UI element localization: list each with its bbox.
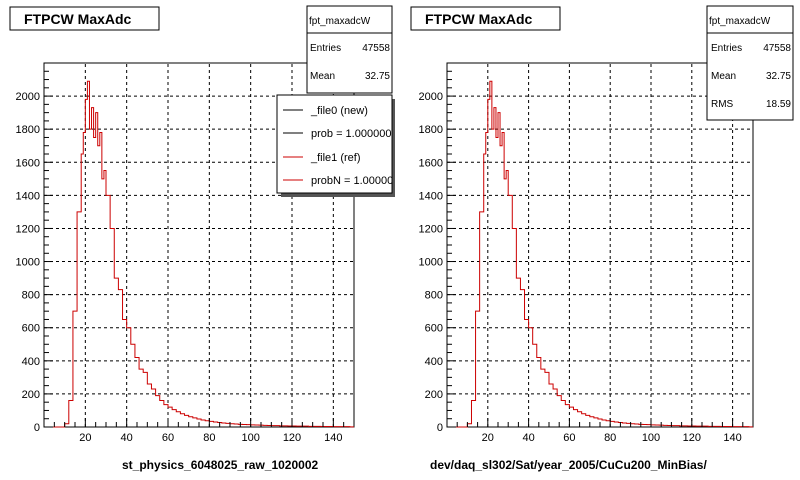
y-tick-label: 400	[425, 356, 443, 368]
stats-label: Mean	[711, 71, 736, 82]
x-axis: 20 40 60 80 100 120 140	[456, 418, 744, 444]
x-axis-label: dev/daq_sl302/Sat/year_2005/CuCu200_MinB…	[430, 458, 707, 472]
stats-name: fpt_maxadcW	[709, 16, 771, 27]
x-tick-label: 140	[723, 432, 741, 444]
y-tick-label: 0	[34, 422, 40, 434]
y-tick-label: 600	[22, 323, 40, 335]
legend-item: probN = 1.000000	[311, 175, 399, 187]
y-tick-label: 1600	[419, 157, 443, 169]
x-axis-label: st_physics_6048025_raw_1020002	[122, 458, 318, 472]
y-tick-label: 1600	[16, 157, 40, 169]
x-tick-label: 20	[79, 432, 91, 444]
y-tick-label: 1400	[16, 190, 40, 202]
stats-box: fpt_maxadcW Entries 47558 Mean 32.75	[306, 5, 393, 94]
stats-value: 32.75	[766, 71, 791, 82]
y-axis: 0 200 400 600 800 1000 1200 1400 1600 1800 2000	[419, 70, 456, 434]
x-tick-label: 40	[522, 432, 534, 444]
y-tick-label: 2000	[419, 91, 443, 103]
stats-label: Entries	[711, 43, 742, 54]
chart-title: FTPCW MaxAdc	[24, 11, 132, 27]
y-tick-label: 1800	[16, 124, 40, 136]
x-tick-label: 80	[203, 432, 215, 444]
x-tick-label: 80	[604, 432, 616, 444]
title-box	[410, 6, 561, 31]
x-tick-label: 60	[563, 432, 575, 444]
histogram-series	[447, 80, 753, 428]
x-tick-label: 120	[283, 432, 301, 444]
stats-box: fpt_maxadcW Entries 47558 Mean 32.75 RMS…	[706, 5, 794, 121]
y-tick-label: 1000	[419, 257, 443, 269]
x-tick-label: 120	[683, 432, 701, 444]
y-tick-label: 800	[22, 290, 40, 302]
x-axis: 20 40 60 80 100 120 140	[53, 418, 345, 444]
legend: _file0 (new) prob = 1.000000 _file1 (ref…	[276, 94, 399, 197]
y-tick-label: 1000	[16, 257, 40, 269]
x-tick-label: 20	[482, 432, 494, 444]
series-group	[447, 80, 753, 428]
stats-name: fpt_maxadcW	[309, 16, 371, 27]
x-tick-label: 100	[642, 432, 660, 444]
histogram-series	[44, 80, 354, 428]
y-tick-label: 1200	[419, 223, 443, 235]
y-tick-label: 200	[425, 389, 443, 401]
legend-item: _file1 (ref)	[310, 152, 361, 164]
x-tick-label: 100	[241, 432, 259, 444]
y-tick-label: 1400	[419, 190, 443, 202]
chart-title: FTPCW MaxAdc	[425, 11, 533, 27]
x-tick-label: 60	[162, 432, 174, 444]
stats-value: 47558	[763, 43, 791, 54]
stats-value: 32.75	[365, 71, 390, 82]
y-axis: 0 200 400 600 800 1000 1200 1400 1600 1800 2000	[16, 70, 53, 434]
y-tick-label: 1800	[419, 124, 443, 136]
y-tick-label: 400	[22, 356, 40, 368]
stats-value: 47558	[362, 43, 390, 54]
y-tick-label: 1200	[16, 223, 40, 235]
x-tick-label: 40	[121, 432, 133, 444]
stats-label: Mean	[310, 71, 335, 82]
right-panel: 0 200 400 600 800 1000 1200 1400 1600 1800 2000 20…	[410, 5, 794, 472]
series-group	[44, 80, 354, 428]
y-tick-label: 800	[425, 290, 443, 302]
y-tick-label: 0	[437, 422, 443, 434]
x-tick-label: 140	[324, 432, 342, 444]
y-tick-label: 2000	[16, 91, 40, 103]
legend-item: prob = 1.000000	[311, 128, 391, 140]
stats-label: RMS	[711, 99, 734, 110]
stats-label: Entries	[310, 43, 341, 54]
y-tick-label: 600	[425, 323, 443, 335]
legend-item: _file0 (new)	[310, 105, 368, 117]
left-panel: 0 200 400 600 800 1000 1200 1400 1600 1800 2000 20…	[9, 5, 399, 472]
stats-value: 18.59	[766, 99, 791, 110]
y-tick-label: 200	[22, 389, 40, 401]
title-box	[9, 6, 160, 31]
